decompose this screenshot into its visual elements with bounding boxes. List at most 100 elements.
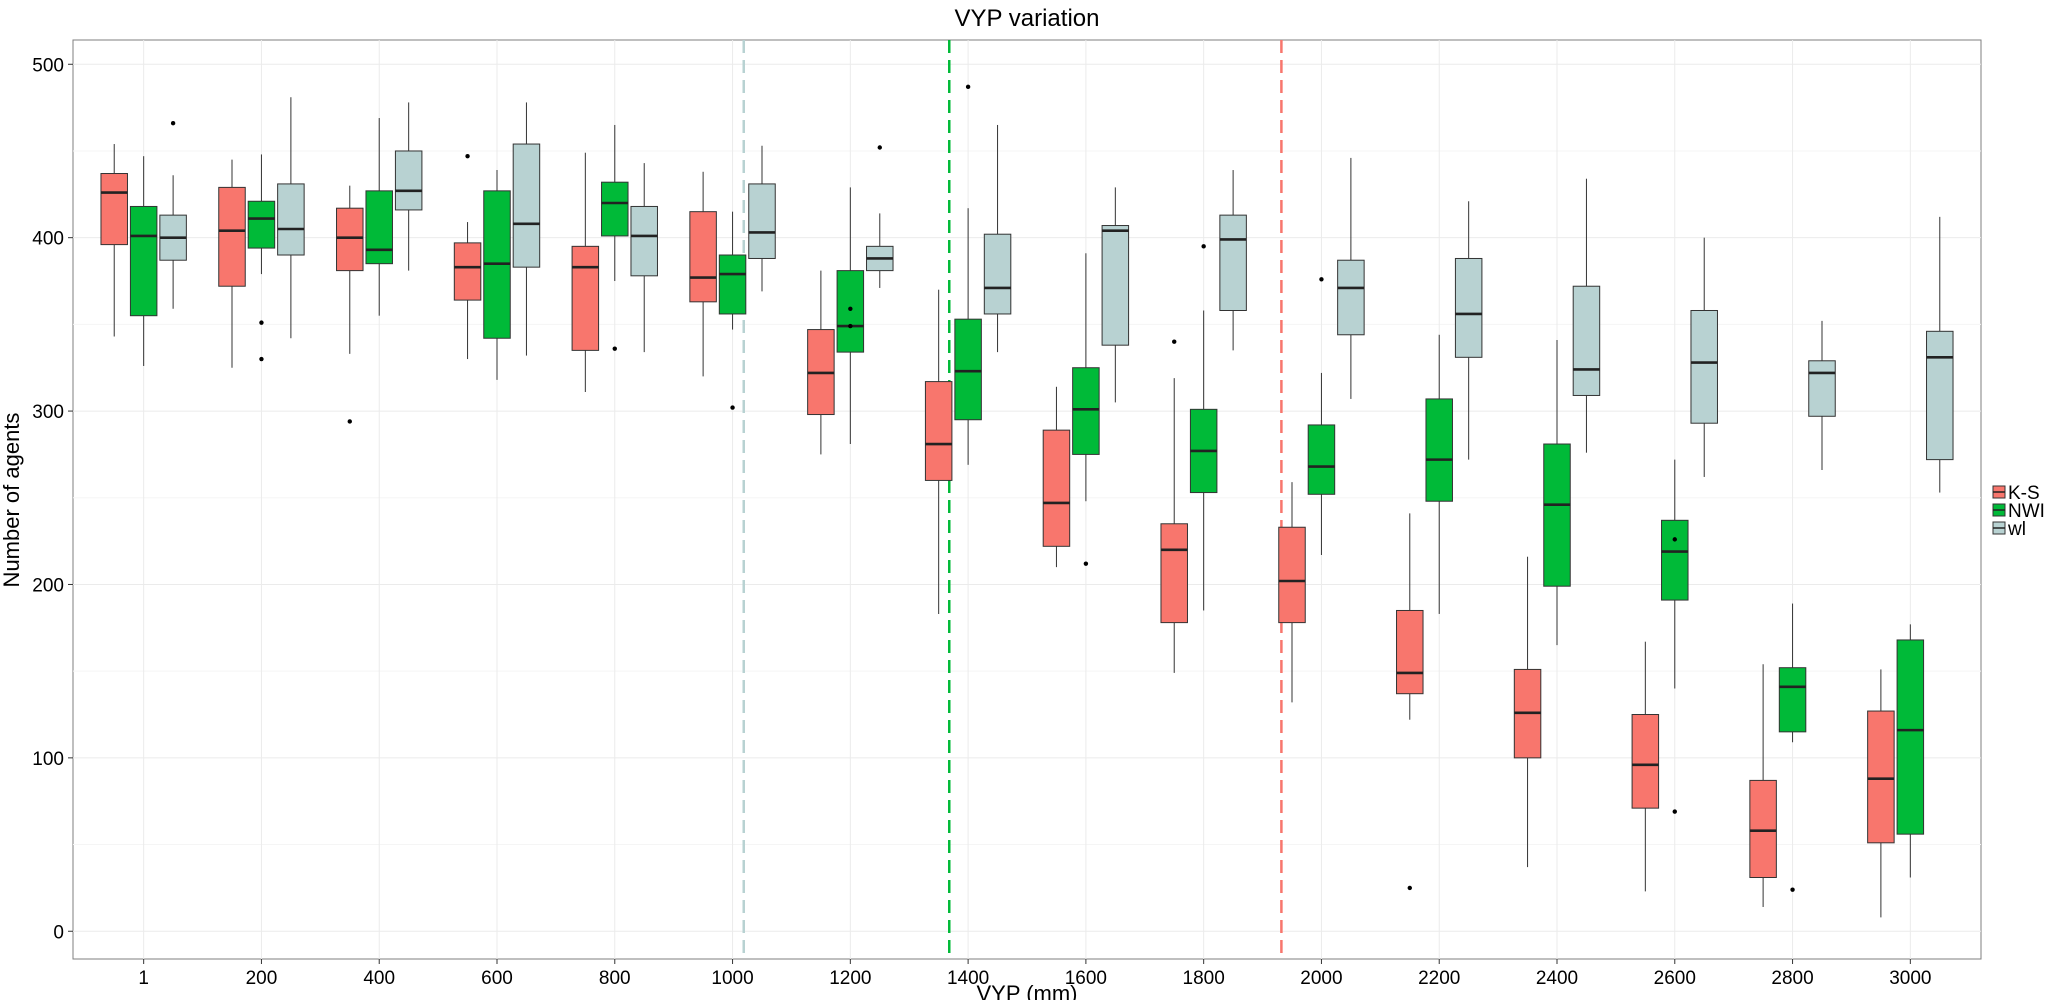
- box-k-s-2600: [1631, 641, 1660, 892]
- x-tick-label: 200: [246, 968, 278, 989]
- box-iqr: [1690, 309, 1718, 424]
- reference-lines: [742, 40, 1283, 959]
- box-iqr: [836, 270, 865, 353]
- box-iqr: [630, 205, 658, 277]
- y-tick-label: 500: [32, 55, 64, 76]
- box-k-s-1000: [689, 171, 717, 377]
- box-iqr: [954, 318, 982, 421]
- box-iqr: [1072, 367, 1100, 455]
- x-tick-label: 400: [363, 968, 395, 989]
- outlier-point: [465, 153, 470, 159]
- box-k-s-2000: [1278, 482, 1306, 703]
- box-nwi-1: [129, 156, 158, 366]
- x-tick-label: 1200: [829, 968, 871, 989]
- box-wl-1800: [1219, 170, 1247, 351]
- box-iqr: [1042, 429, 1071, 547]
- outlier-point: [259, 356, 264, 362]
- box-iqr: [601, 181, 629, 237]
- box-iqr: [1572, 285, 1601, 396]
- box-iqr: [1896, 639, 1925, 835]
- box-wl-800: [630, 163, 658, 353]
- y-axis-label: Number of agents: [0, 413, 24, 588]
- box-wl-1400: [983, 124, 1012, 353]
- box-iqr: [1808, 360, 1836, 417]
- x-tick-label: 2600: [1654, 968, 1696, 989]
- outlier-point: [1790, 887, 1795, 892]
- x-axis-label: VYP (mm): [976, 981, 1077, 1000]
- box-k-s-3000: [1867, 669, 1895, 918]
- outlier-point: [1672, 809, 1677, 814]
- box-k-s-1400: [924, 289, 953, 614]
- box-nwi-1600: [1072, 253, 1100, 566]
- box-iqr: [1749, 779, 1777, 879]
- x-tick-label: 2800: [1771, 968, 1813, 989]
- box-iqr: [336, 207, 364, 272]
- y-tick-label: 300: [32, 402, 64, 423]
- x-tick-label: 600: [481, 968, 513, 989]
- outlier-point: [848, 306, 853, 311]
- x-tick-label: 800: [599, 968, 631, 989]
- box-iqr: [218, 186, 246, 287]
- outlier-point: [1172, 339, 1177, 344]
- x-tick-label: 3000: [1889, 968, 1931, 989]
- outlier-point: [1319, 277, 1324, 282]
- box-k-s-2400: [1513, 556, 1542, 868]
- box-nwi-600: [483, 170, 511, 380]
- legend-label-k-s: K-S: [2008, 483, 2040, 504]
- box-iqr: [100, 173, 128, 246]
- box-iqr: [1219, 214, 1247, 311]
- y-tick-label: 400: [32, 229, 64, 250]
- box-wl-1: [159, 121, 187, 309]
- box-iqr: [453, 242, 482, 301]
- x-tick-label: 1600: [1065, 968, 1107, 989]
- box-wl-200: [277, 97, 305, 339]
- y-tick-label: 200: [32, 575, 64, 596]
- box-k-s-1: [100, 144, 128, 337]
- box-wl-1200: [866, 145, 894, 288]
- y-tick-label: 100: [32, 749, 64, 770]
- box-iqr: [365, 190, 393, 265]
- box-iqr: [1337, 259, 1365, 336]
- box-nwi-400: [365, 118, 393, 316]
- box-iqr: [1396, 609, 1424, 695]
- box-iqr: [689, 211, 717, 303]
- box-iqr: [1454, 257, 1483, 358]
- box-iqr: [718, 254, 747, 315]
- outlier-point: [1201, 244, 1206, 249]
- outlier-point: [848, 323, 853, 329]
- box-nwi-2000: [1307, 277, 1336, 555]
- box-nwi-2800: [1778, 603, 1807, 892]
- box-iqr: [512, 143, 541, 268]
- box-k-s-600: [453, 153, 482, 360]
- box-iqr: [394, 150, 423, 211]
- boxes-layer: [100, 84, 1954, 918]
- box-wl-1000: [748, 145, 776, 292]
- plot-panel: [72, 39, 1982, 960]
- x-tick-label: 1800: [1183, 968, 1225, 989]
- box-k-s-1800: [1160, 339, 1188, 673]
- box-iqr: [1926, 330, 1954, 461]
- outlier-point: [965, 84, 971, 90]
- outlier-point: [170, 121, 176, 126]
- box-k-s-800: [571, 152, 600, 392]
- box-wl-2800: [1808, 320, 1836, 471]
- box-iqr: [129, 205, 158, 317]
- box-iqr: [1278, 526, 1306, 624]
- box-iqr: [571, 245, 600, 351]
- box-iqr: [1543, 443, 1571, 587]
- x-tick-label: 2000: [1300, 968, 1342, 989]
- box-wl-2600: [1690, 237, 1718, 477]
- outlier-point: [259, 320, 264, 325]
- box-nwi-1000: [718, 211, 747, 410]
- box-nwi-2400: [1543, 339, 1571, 646]
- box-nwi-2600: [1661, 459, 1689, 814]
- box-k-s-400: [336, 185, 364, 424]
- outlier-point: [612, 346, 617, 351]
- box-k-s-2200: [1396, 513, 1424, 891]
- x-axis-ticks: 1 200 400 600 800 1000 1200 1400 1600 1800 2000 220…: [138, 959, 1931, 989]
- box-k-s-2800: [1749, 664, 1777, 907]
- box-wl-2400: [1572, 178, 1601, 453]
- box-k-s-200: [218, 159, 246, 368]
- legend-label-wl: wl: [2007, 519, 2026, 540]
